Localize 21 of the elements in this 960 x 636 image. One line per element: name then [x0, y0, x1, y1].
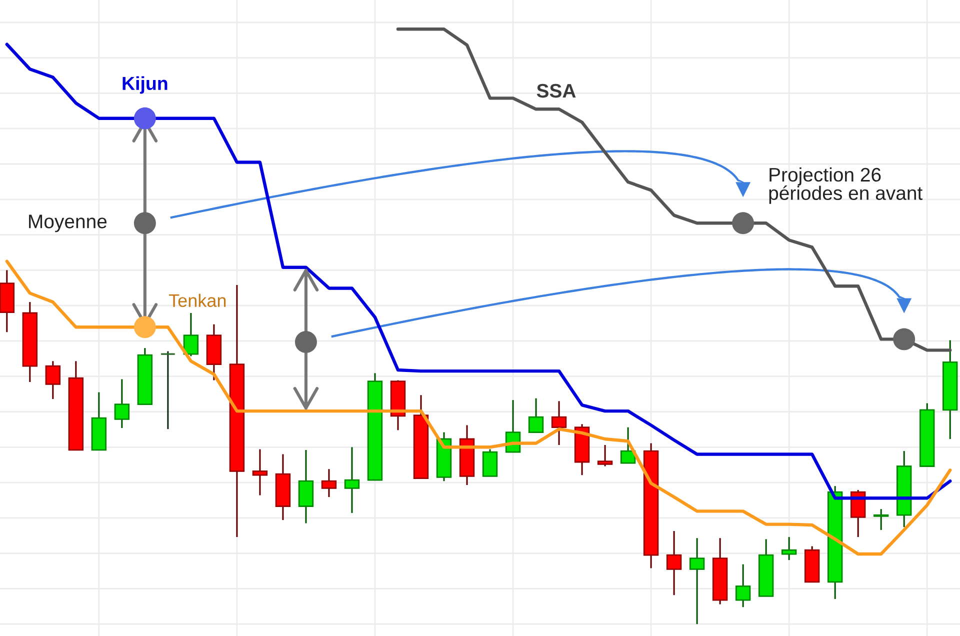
candlestick: [666, 530, 682, 596]
candlestick: [344, 446, 360, 514]
text: Projection 26 périodes en avant: [769, 167, 923, 204]
candlestick: [183, 312, 199, 357]
series-label: Kijun: [122, 76, 168, 94]
series-label: SSA: [536, 84, 576, 98]
candlestick: [597, 444, 613, 468]
text: Moyenne: [29, 214, 107, 232]
candlestick: [873, 508, 889, 531]
candlestick: [252, 448, 268, 496]
candlestick: [620, 426, 636, 464]
candlestick: [114, 378, 130, 429]
candlestick: [321, 468, 337, 498]
candlestick: [781, 536, 797, 561]
candlestick: [160, 350, 176, 430]
candlestick: [45, 360, 61, 400]
candlestick: [528, 398, 544, 434]
series-label: Tenkan: [168, 294, 226, 308]
candlestick: [735, 564, 751, 608]
candlestick: [551, 400, 567, 446]
candlestick: [689, 537, 705, 625]
